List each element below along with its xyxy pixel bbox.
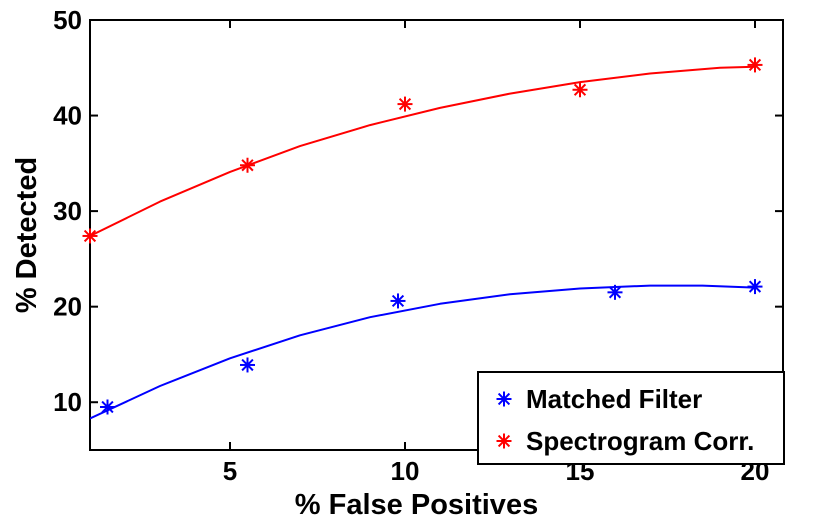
x-tick-label: 10 bbox=[391, 456, 420, 486]
y-tick-label: 20 bbox=[53, 292, 82, 322]
legend-marker-1 bbox=[496, 433, 512, 449]
series-0-point bbox=[747, 279, 763, 295]
y-axis-label: % Detected bbox=[11, 157, 43, 313]
y-tick-label: 40 bbox=[53, 101, 82, 131]
y-tick-label: 50 bbox=[53, 5, 82, 35]
series-1-fit-line bbox=[90, 65, 756, 237]
x-tick-label: 5 bbox=[223, 456, 237, 486]
y-tick-label: 10 bbox=[53, 387, 82, 417]
series-0-fit-line bbox=[90, 284, 756, 420]
series-1-point bbox=[397, 96, 413, 112]
series-0-point bbox=[240, 357, 255, 373]
series-0-point bbox=[100, 399, 115, 415]
legend-box bbox=[477, 371, 785, 465]
series-1-point bbox=[240, 157, 255, 173]
legend-label-1: Spectrogram Corr. bbox=[526, 426, 754, 456]
legend-marker-0 bbox=[496, 391, 512, 407]
series-1-point bbox=[572, 82, 588, 98]
legend-label-0: Matched Filter bbox=[526, 384, 702, 414]
series-0-point bbox=[607, 284, 623, 300]
series-0-point bbox=[390, 293, 406, 309]
series-1-point bbox=[82, 228, 98, 244]
x-axis-label: % False Positives bbox=[295, 489, 538, 521]
series-1-point bbox=[747, 57, 763, 73]
y-tick-label: 30 bbox=[53, 196, 82, 226]
